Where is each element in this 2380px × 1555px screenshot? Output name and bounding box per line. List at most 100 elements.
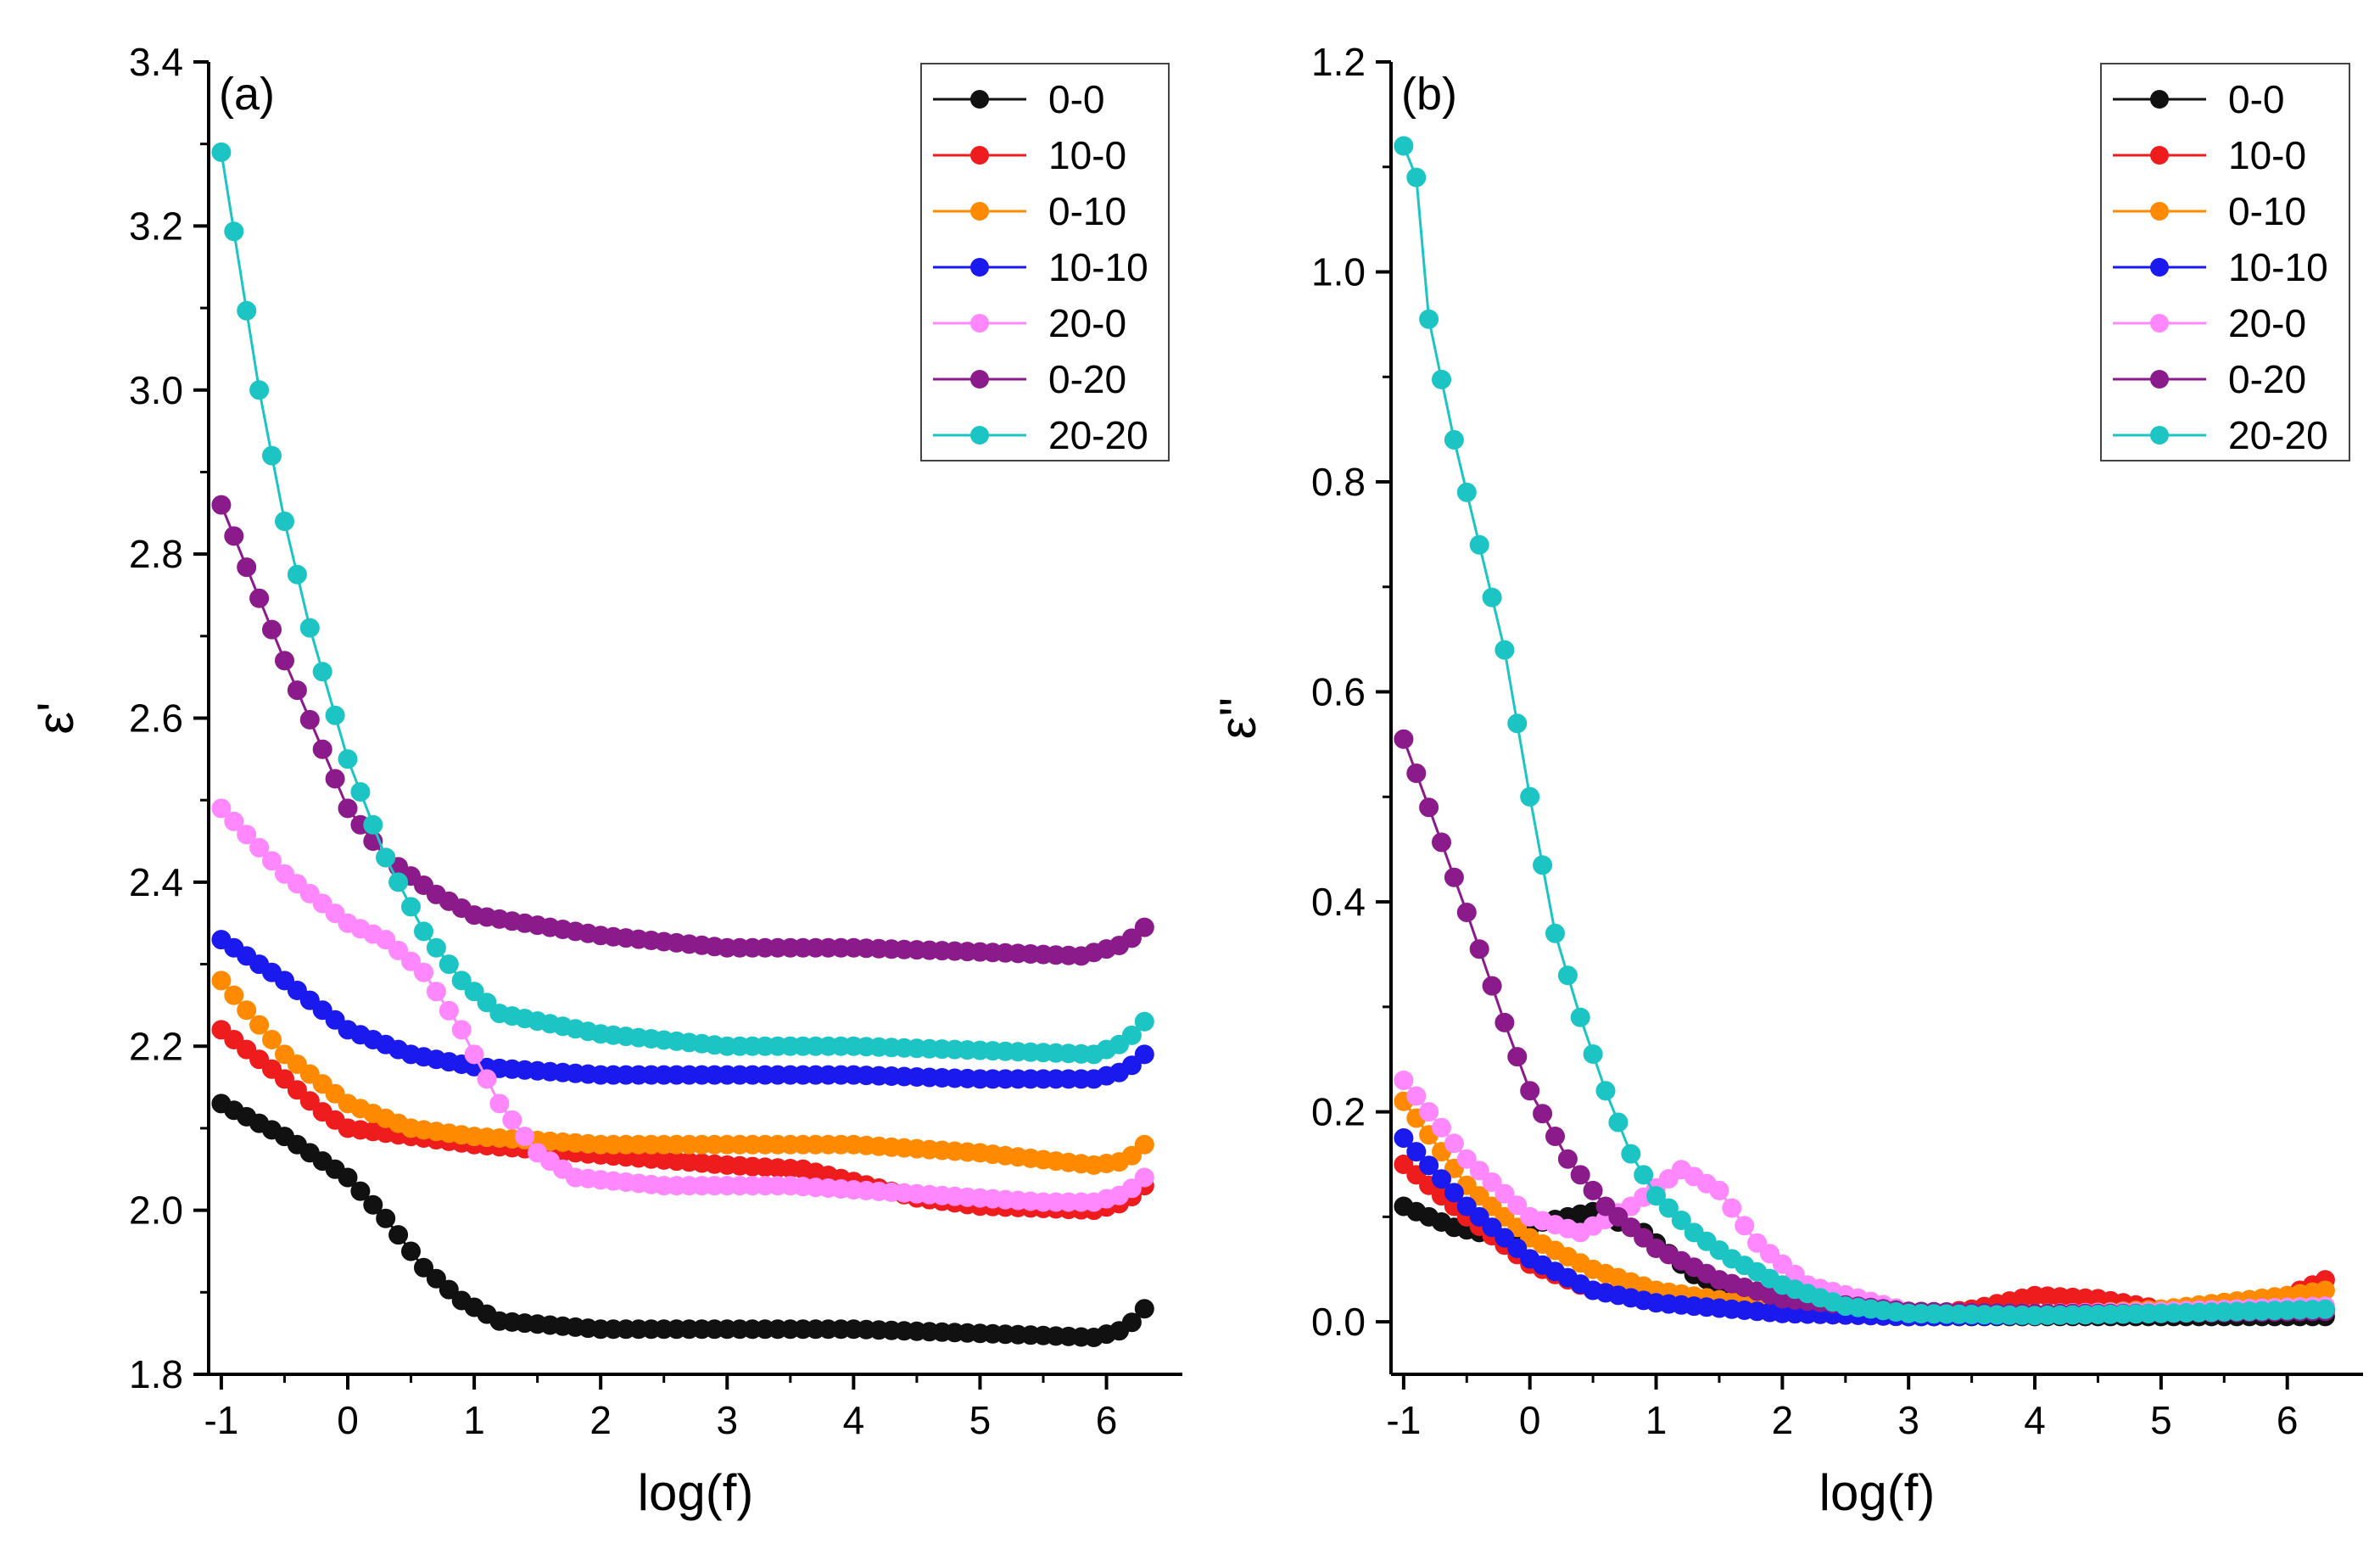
- legend-swatch-marker: [2150, 202, 2169, 221]
- data-point-20-20: [1533, 855, 1553, 875]
- data-point-0-20: [1444, 867, 1464, 887]
- legend-label: 0-10: [2228, 189, 2306, 233]
- data-point-0-20: [275, 651, 294, 671]
- data-point-20-0: [262, 851, 282, 871]
- legend-item: 0-20: [2113, 357, 2306, 401]
- data-point-20-20: [1658, 1198, 1679, 1218]
- panel-a: -1 0 1 2 3 4 5 6 1.8 2.0 2.2 2.4 2.6 2.8 3.0 3.2 3.4 log(…: [27, 40, 1182, 1521]
- data-point-20-20: [388, 872, 409, 892]
- data-point-0-10: [262, 1030, 282, 1049]
- data-point-20-20: [1570, 1007, 1590, 1027]
- data-point-0-0: [426, 1268, 446, 1289]
- data-point-0-0: [376, 1208, 396, 1228]
- data-point-0-20: [1545, 1127, 1565, 1146]
- data-point-20-20: [338, 749, 358, 769]
- y-tick-label: 2.2: [129, 1024, 183, 1068]
- x-tick-label: 0: [1519, 1398, 1541, 1442]
- data-point-10-10: [1134, 1044, 1154, 1065]
- data-point-20-20: [1432, 369, 1451, 389]
- data-point-20-0: [1444, 1133, 1464, 1154]
- y-tick-label: 0.8: [1311, 460, 1366, 504]
- legend-swatch-marker: [2150, 90, 2169, 109]
- data-point-20-20: [211, 142, 232, 162]
- data-point-0-20: [1570, 1165, 1590, 1185]
- x-tick-label: 6: [1096, 1398, 1118, 1442]
- data-point-20-20: [1608, 1112, 1629, 1133]
- legend-swatch-marker: [970, 370, 989, 389]
- x-tick-label: 2: [1772, 1398, 1794, 1442]
- data-point-20-20: [1394, 136, 1414, 156]
- data-point-20-20: [312, 662, 332, 682]
- data-point-0-10: [1482, 1196, 1502, 1217]
- y-tick-label: 0.0: [1311, 1300, 1366, 1344]
- data-point-20-0: [502, 1110, 522, 1130]
- data-point-20-0: [1419, 1102, 1439, 1122]
- x-tick-label: -1: [1386, 1398, 1421, 1442]
- data-point-0-20: [1583, 1180, 1603, 1200]
- legend-item: 10-10: [2113, 245, 2328, 289]
- legend-swatch-marker: [970, 90, 989, 109]
- data-point-0-20: [1482, 976, 1502, 996]
- data-point-20-0: [1406, 1086, 1427, 1106]
- y-tick-label: 1.0: [1311, 250, 1366, 294]
- data-point-0-20: [211, 495, 232, 515]
- x-axis-title: log(f): [1819, 1464, 1936, 1521]
- data-point-0-10: [1494, 1206, 1515, 1227]
- data-point-20-20: [426, 937, 446, 958]
- data-point-0-20: [1419, 797, 1439, 818]
- data-point-0-20: [325, 769, 345, 789]
- y-tick-label: 2.8: [129, 532, 183, 576]
- legend-item: 20-20: [2113, 413, 2328, 457]
- data-point-0-20: [1608, 1206, 1629, 1227]
- data-point-20-0: [224, 811, 244, 831]
- x-tick-label: 0: [337, 1398, 359, 1442]
- data-point-10-10: [1432, 1169, 1451, 1189]
- legend-item: 0-0: [2113, 77, 2284, 121]
- data-point-20-0: [1772, 1254, 1792, 1274]
- data-point-0-10: [224, 985, 244, 1005]
- data-point-20-20: [1507, 713, 1528, 734]
- data-point-10-10: [1406, 1142, 1427, 1162]
- data-point-20-0: [1709, 1180, 1729, 1200]
- data-point-20-0: [1469, 1161, 1489, 1181]
- legend-item: 20-0: [933, 301, 1126, 345]
- legend-label: 10-0: [2228, 133, 2306, 177]
- data-point-20-0: [237, 825, 257, 845]
- data-point-0-0: [439, 1279, 459, 1300]
- legend-label: 10-10: [1048, 245, 1148, 289]
- legend-item: 0-10: [2113, 189, 2306, 233]
- data-point-0-20: [1456, 903, 1477, 922]
- data-point-20-20: [451, 970, 472, 991]
- y-tick-label: 2.6: [129, 696, 183, 741]
- legend-label: 20-20: [2228, 413, 2328, 457]
- data-point-20-0: [1394, 1071, 1414, 1090]
- data-point-20-20: [1634, 1165, 1654, 1185]
- legend-item: 20-20: [933, 413, 1148, 457]
- legend-swatch-marker: [970, 258, 989, 277]
- data-point-20-0: [1134, 1167, 1154, 1188]
- data-point-0-20: [1406, 764, 1427, 783]
- data-point-10-10: [1121, 1055, 1142, 1076]
- data-point-20-20: [414, 921, 433, 942]
- data-point-0-20: [1432, 832, 1451, 853]
- data-point-10-0: [1394, 1155, 1414, 1174]
- data-point-20-0: [515, 1127, 535, 1147]
- data-point-0-20: [224, 526, 244, 546]
- data-point-0-20: [287, 680, 307, 701]
- data-point-20-0: [376, 930, 396, 950]
- data-point-20-20: [1456, 482, 1477, 502]
- y-tick-label: 3.4: [129, 40, 183, 84]
- data-point-20-20: [237, 300, 257, 321]
- data-point-20-20: [1444, 430, 1464, 450]
- data-point-20-20: [1557, 965, 1578, 986]
- data-point-10-10: [1394, 1128, 1414, 1148]
- x-tick-label: 5: [2150, 1398, 2172, 1442]
- legend-label: 20-0: [1048, 301, 1126, 345]
- y-axis-title: ε': [27, 702, 84, 734]
- legend-item: 0-10: [933, 189, 1126, 233]
- data-point-20-20: [1646, 1186, 1666, 1206]
- x-tick-label: 6: [2277, 1398, 2299, 1442]
- legend-label: 0-20: [2228, 357, 2306, 401]
- data-point-20-20: [287, 564, 307, 585]
- data-point-20-0: [1735, 1216, 1755, 1236]
